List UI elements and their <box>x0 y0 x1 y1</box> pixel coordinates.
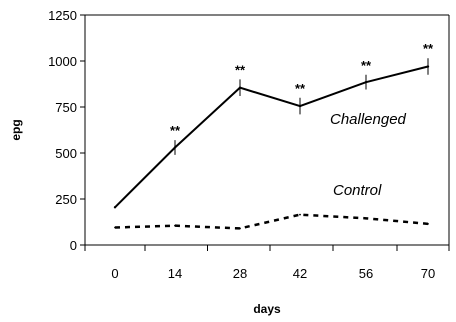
ticks: 0 250 500 750 1000 1250 0 14 28 42 56 70 <box>48 8 450 281</box>
significance-marker: ** <box>423 41 434 56</box>
data-point <box>427 222 429 225</box>
x-tick-label: 42 <box>293 266 307 281</box>
y-tick-label: 250 <box>55 192 77 207</box>
x-tick-label: 56 <box>359 266 373 281</box>
x-tick-label: 0 <box>111 266 118 281</box>
significance-marker: ** <box>170 123 181 138</box>
data-point <box>114 226 116 229</box>
significance-marker: ** <box>235 62 246 77</box>
y-tick-label: 500 <box>55 146 77 161</box>
data-point <box>174 224 176 227</box>
significance-marker: ** <box>361 58 372 73</box>
x-tick-label: 14 <box>168 266 182 281</box>
y-tick-label: 1250 <box>48 8 77 23</box>
x-tick-label: 28 <box>233 266 247 281</box>
series-label-challenged: Challenged <box>330 111 407 128</box>
data-point <box>365 217 367 220</box>
significance-marker: ** <box>295 81 306 96</box>
axes <box>84 14 450 246</box>
x-axis-label: days <box>253 302 281 316</box>
data-point <box>113 206 117 209</box>
marks: ** ** ** ** ** Challenged Control <box>113 41 434 230</box>
data-point <box>299 213 301 216</box>
y-tick-label: 750 <box>55 100 77 115</box>
y-axis-label: epg <box>9 119 23 140</box>
y-tick-label: 1000 <box>48 54 77 69</box>
series-line-challenged <box>114 65 429 208</box>
series-label-control: Control <box>333 182 382 199</box>
y-tick-label: 0 <box>70 238 77 253</box>
series-line-control <box>114 213 429 230</box>
x-tick-label: 70 <box>421 266 435 281</box>
data-point <box>239 227 241 230</box>
